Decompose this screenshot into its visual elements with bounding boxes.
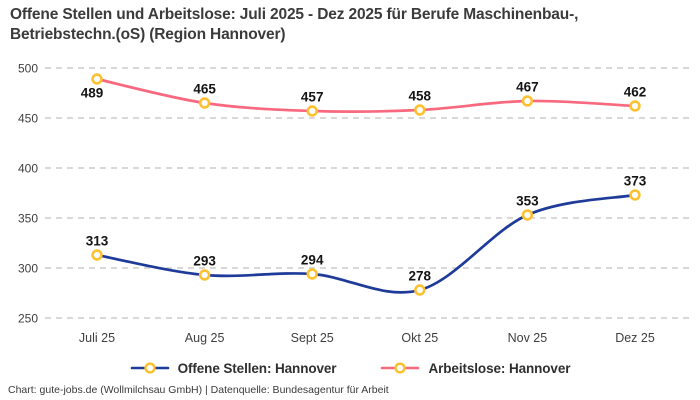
data-point-marker[interactable] bbox=[414, 104, 426, 116]
x-axis-tick-label: Dez 25 bbox=[615, 331, 655, 345]
chart-title-line2: Betriebstechn.(oS) (Region Hannover) bbox=[10, 26, 286, 44]
chart-legend: Offene Stellen: Hannover Arbeitslose: Ha… bbox=[0, 357, 700, 379]
data-point-label: 313 bbox=[86, 234, 109, 249]
x-axis-tick-label: Juli 25 bbox=[79, 331, 115, 345]
data-point-label: 458 bbox=[409, 89, 432, 104]
data-point-marker[interactable] bbox=[521, 95, 534, 107]
data-point-label: 293 bbox=[193, 254, 216, 269]
legend-label-offene-stellen: Offene Stellen: Hannover bbox=[177, 360, 337, 376]
x-axis-tick-label: Sept 25 bbox=[291, 331, 334, 345]
data-point-label: 278 bbox=[409, 269, 432, 284]
legend-line-marker-icon bbox=[130, 362, 169, 374]
series-line bbox=[95, 193, 637, 294]
legend-line-marker-icon bbox=[381, 362, 420, 374]
y-axis-tick-label: 350 bbox=[18, 212, 38, 226]
data-point-marker[interactable] bbox=[91, 249, 103, 261]
attribution-text: Chart: gute-jobs.de (Wollmilchsau GmbH) … bbox=[8, 384, 389, 396]
data-point-marker[interactable] bbox=[91, 73, 103, 85]
data-point-marker[interactable] bbox=[306, 268, 318, 280]
legend-item-offene-stellen[interactable]: Offene Stellen: Hannover bbox=[130, 361, 337, 376]
data-point-marker[interactable] bbox=[521, 209, 534, 221]
x-axis-tick-label: Okt 25 bbox=[401, 331, 438, 345]
data-point-label: 489 bbox=[81, 86, 104, 101]
data-point-marker[interactable] bbox=[198, 269, 211, 281]
data-point-marker[interactable] bbox=[306, 105, 318, 117]
data-point-marker[interactable] bbox=[629, 189, 641, 201]
data-point-label: 457 bbox=[301, 90, 324, 105]
legend-label-arbeitslose: Arbeitslose: Hannover bbox=[428, 360, 571, 376]
data-point-label: 467 bbox=[516, 80, 539, 95]
y-axis-tick-label: 450 bbox=[18, 112, 38, 126]
data-point-marker[interactable] bbox=[629, 100, 641, 112]
chart-title-line1: Offene Stellen und Arbeitslose: Juli 202… bbox=[10, 6, 579, 23]
x-axis-tick-label: Nov 25 bbox=[508, 331, 548, 345]
data-point-label: 373 bbox=[624, 174, 647, 189]
y-axis-tick-label: 250 bbox=[18, 312, 38, 326]
data-point-label: 294 bbox=[301, 253, 324, 268]
data-point-label: 465 bbox=[193, 82, 216, 97]
data-point-label: 462 bbox=[624, 85, 647, 100]
legend-item-arbeitslose[interactable]: Arbeitslose: Hannover bbox=[380, 360, 571, 376]
y-axis-tick-label: 500 bbox=[18, 62, 38, 76]
chart-title: Offene Stellen und Arbeitslose: Juli 202… bbox=[10, 5, 692, 46]
data-point-marker[interactable] bbox=[414, 284, 426, 296]
y-axis-tick-label: 300 bbox=[18, 262, 38, 276]
y-axis-tick-label: 400 bbox=[18, 162, 38, 176]
series-line bbox=[95, 77, 637, 113]
data-point-label: 353 bbox=[516, 194, 539, 209]
x-axis-tick-label: Aug 25 bbox=[185, 331, 225, 345]
data-point-marker[interactable] bbox=[198, 97, 211, 109]
